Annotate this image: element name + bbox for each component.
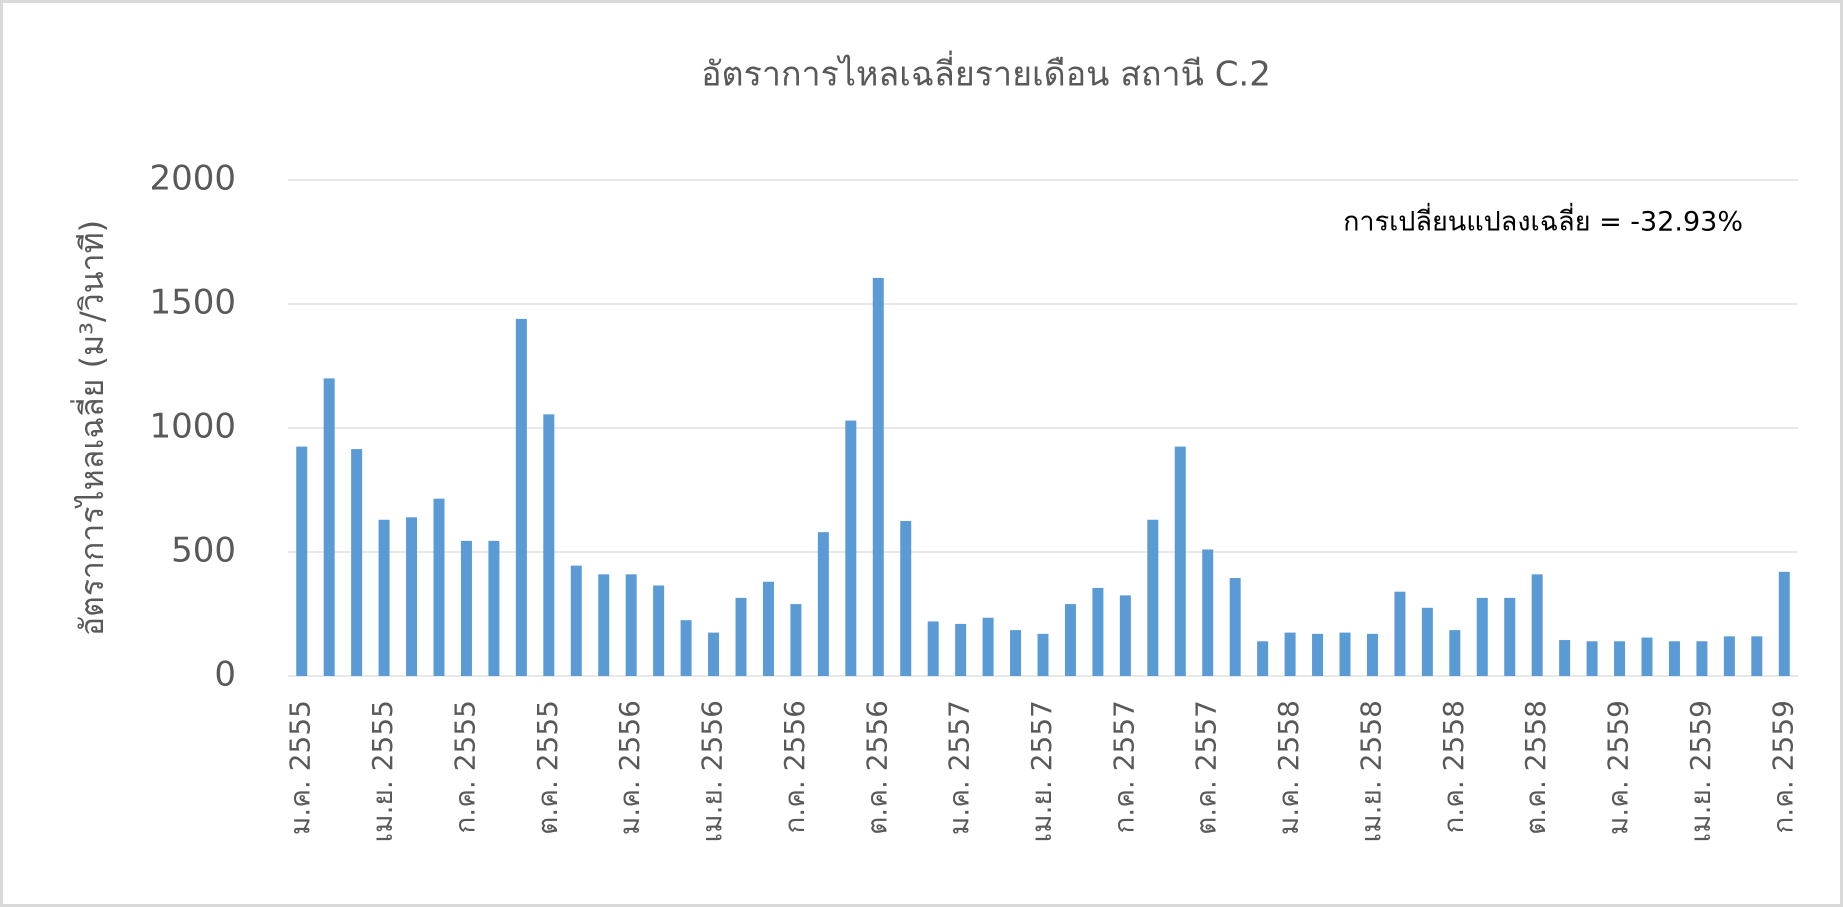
y-tick-label: 2000 <box>149 159 236 199</box>
x-tick-label: ต.ค. 2557 <box>1190 700 1223 835</box>
bar <box>680 620 692 676</box>
bar <box>1229 578 1241 676</box>
bar <box>1202 549 1214 676</box>
bar <box>515 318 527 676</box>
x-tick-label: ม.ค. 2558 <box>1272 700 1305 835</box>
bar <box>735 597 747 676</box>
bar <box>543 414 555 676</box>
x-tick-label: เม.ย. 2557 <box>1025 700 1058 842</box>
bar <box>598 574 610 676</box>
bar <box>845 420 857 676</box>
bar <box>955 623 967 676</box>
x-tick-label: เม.ย. 2559 <box>1684 700 1717 842</box>
bar <box>460 540 472 676</box>
chart-title: อัตราการไหลเฉลี่ยรายเดือน สถานี C.2 <box>701 51 1271 95</box>
bar <box>378 519 390 676</box>
x-tick-label: ม.ค. 2556 <box>613 700 646 835</box>
bar <box>982 617 994 676</box>
x-tick-label: ต.ค. 2555 <box>531 700 564 835</box>
y-tick-label: 500 <box>171 531 236 571</box>
bar <box>1559 640 1571 676</box>
y-tick-label: 1500 <box>149 283 236 323</box>
bar <box>323 378 335 676</box>
x-tick-label: ม.ค. 2559 <box>1602 700 1635 835</box>
bar <box>927 621 939 676</box>
bar <box>1284 632 1296 676</box>
x-tick-label: ก.ค. 2556 <box>778 700 811 834</box>
bar <box>488 540 500 676</box>
annotation: การเปลี่ยนแปลงเฉลี่ย = -32.93% <box>1343 203 1743 238</box>
x-tick-label: ก.ค. 2555 <box>448 700 481 834</box>
bar <box>1531 574 1543 676</box>
bar <box>1037 633 1049 676</box>
bar <box>1064 604 1076 676</box>
y-tick-label: 0 <box>214 655 236 695</box>
x-tick-label: ก.ค. 2559 <box>1766 700 1799 834</box>
bar <box>296 446 308 676</box>
y-axis-label: อัตราการไหลเฉลี่ย (ม³/วินาที) <box>70 220 111 636</box>
x-tick-label: เม.ย. 2555 <box>366 700 399 842</box>
bar <box>790 604 802 676</box>
bar <box>1312 633 1324 676</box>
bar <box>653 585 665 676</box>
x-tick-label: ม.ค. 2555 <box>284 700 317 835</box>
bar <box>1668 641 1680 676</box>
x-tick-label: ก.ค. 2558 <box>1437 700 1470 834</box>
bar <box>1119 595 1131 676</box>
bar <box>1366 633 1378 676</box>
bar <box>1449 630 1461 676</box>
bar <box>1010 630 1022 676</box>
bar <box>1421 607 1433 676</box>
bar <box>1696 641 1708 676</box>
bar <box>900 521 912 676</box>
bar <box>708 632 720 676</box>
bar <box>1476 597 1488 676</box>
bar <box>1257 641 1269 676</box>
bar <box>1614 641 1626 676</box>
bar <box>1394 591 1406 676</box>
x-tick-label: ต.ค. 2556 <box>860 700 893 835</box>
x-tick-label: เม.ย. 2558 <box>1354 700 1387 842</box>
bar <box>1174 446 1186 676</box>
bar <box>872 277 884 676</box>
bar <box>1504 597 1516 676</box>
x-tick-label: ม.ค. 2557 <box>943 700 976 835</box>
bar <box>1641 637 1653 676</box>
x-tick-label: ต.ค. 2558 <box>1519 700 1552 835</box>
bar <box>1723 636 1735 676</box>
x-tick-label: ก.ค. 2557 <box>1107 700 1140 834</box>
bar <box>433 498 445 676</box>
bar <box>625 574 637 676</box>
x-tick-label: เม.ย. 2556 <box>696 700 729 842</box>
bar <box>1586 641 1598 676</box>
bar <box>1147 519 1159 676</box>
bar <box>1751 636 1763 676</box>
bar <box>1339 632 1351 676</box>
bar <box>1778 571 1790 676</box>
bar <box>406 517 418 676</box>
bar <box>762 581 774 676</box>
bar <box>1092 587 1104 676</box>
bar <box>570 565 582 676</box>
bar <box>817 532 829 676</box>
y-tick-label: 1000 <box>149 407 236 447</box>
bar <box>351 449 363 676</box>
